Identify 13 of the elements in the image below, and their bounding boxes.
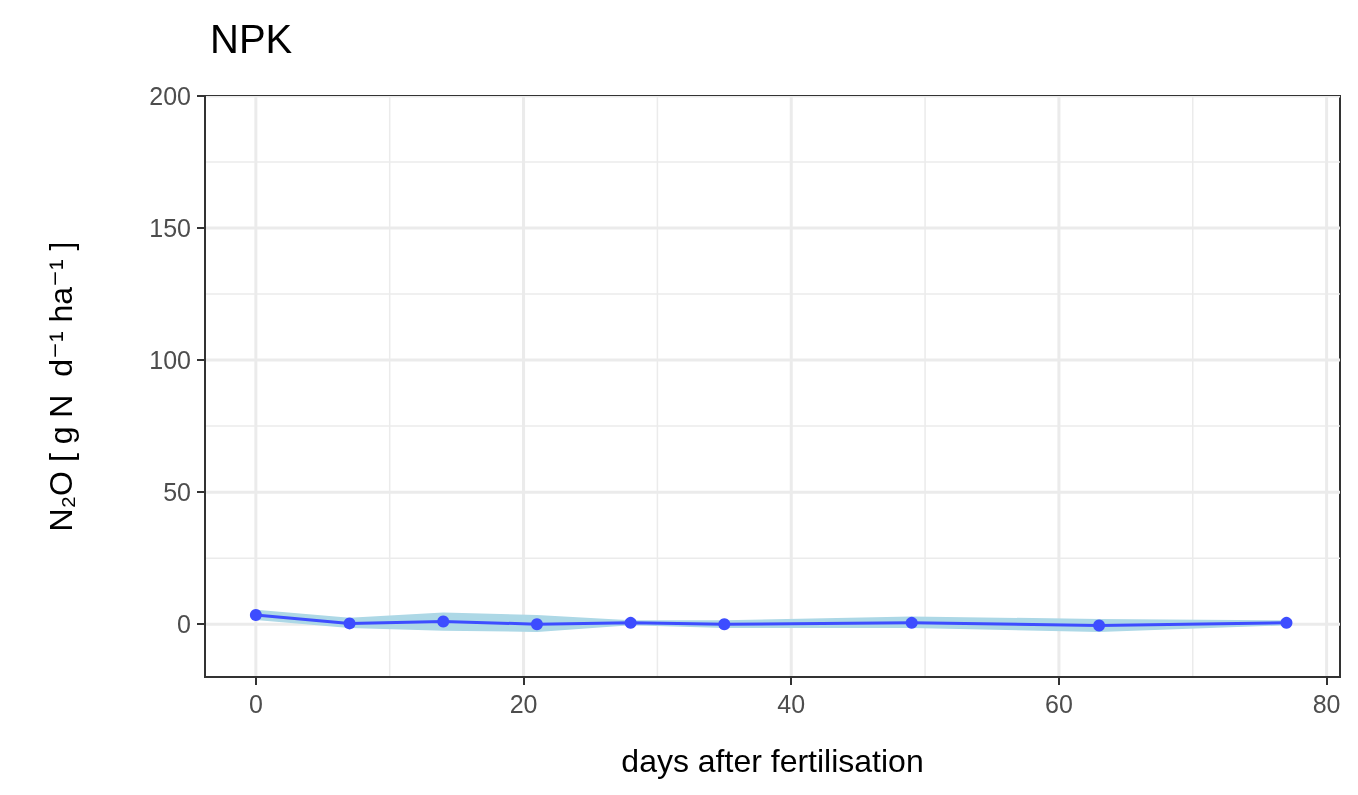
x-axis-title: days after fertilisation <box>621 743 924 779</box>
y-tick-label: 100 <box>149 346 191 375</box>
y-tick-label: 0 <box>177 610 191 639</box>
x-tick-label: 20 <box>509 689 538 718</box>
x-tick-label: 40 <box>777 689 806 718</box>
y-tick-label: 200 <box>149 82 191 110</box>
x-tick-label: 60 <box>1045 689 1073 718</box>
y-tick-label: 150 <box>149 214 191 243</box>
chart-title: NPK <box>210 17 293 61</box>
x-tick-label: 0 <box>248 689 263 718</box>
y-tick-label: 50 <box>163 478 191 507</box>
x-tick-label: 80 <box>1312 689 1341 718</box>
y-axis-title: N₂O [ g N d⁻¹ ha⁻¹ ] <box>43 241 79 532</box>
